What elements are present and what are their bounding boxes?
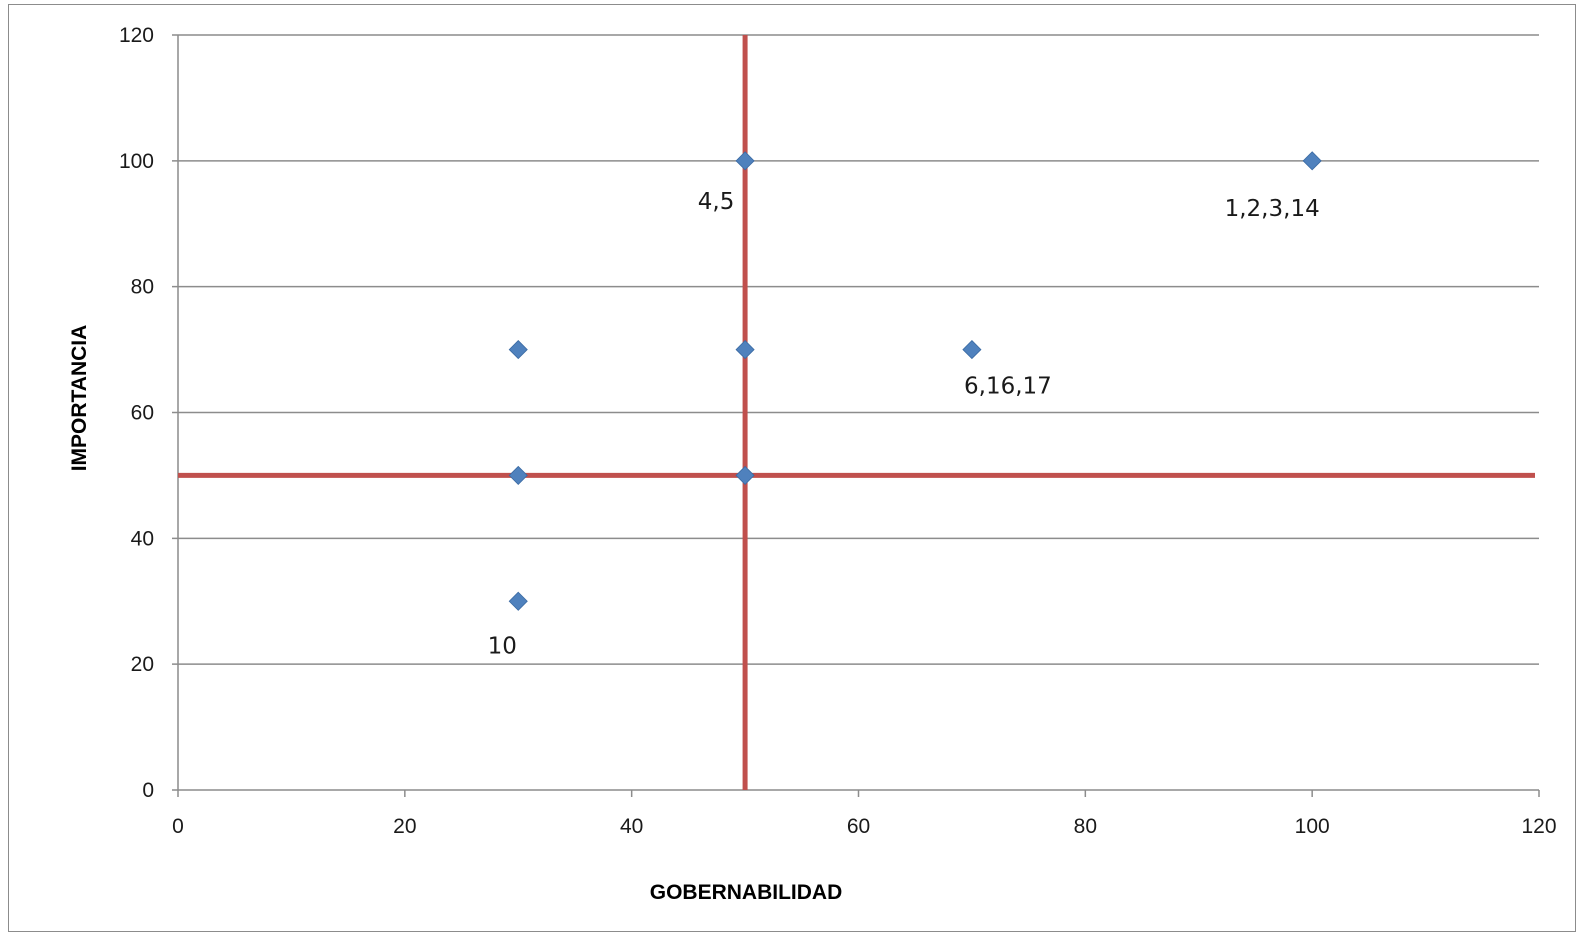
point-label: 1,2,3,14 — [1225, 196, 1320, 222]
y-tick-label-0: 0 — [142, 779, 154, 802]
y-tick-labels: 0 20 40 60 80 100 120 — [119, 24, 154, 802]
data-point — [735, 340, 755, 360]
point-label: 4,5 — [698, 189, 735, 215]
gridlines — [172, 34, 1539, 665]
x-tick-label-20: 20 — [393, 815, 416, 838]
point-label: 6,16,17 — [964, 374, 1052, 400]
data-point — [508, 340, 528, 360]
x-tick-label-100: 100 — [1295, 815, 1330, 838]
y-tick-label-20: 20 — [131, 653, 154, 676]
data-point — [735, 151, 755, 171]
y-axis-title: IMPORTANCIA — [68, 325, 91, 472]
x-tick-label-60: 60 — [847, 815, 870, 838]
x-tick-label-80: 80 — [1074, 815, 1097, 838]
x-tick-label-120: 120 — [1521, 815, 1556, 838]
axes — [172, 35, 1540, 797]
data-point — [962, 340, 982, 360]
data-points — [508, 151, 1322, 611]
data-point — [735, 465, 755, 485]
data-point — [508, 591, 528, 611]
y-tick-label-60: 60 — [131, 402, 154, 425]
y-tick-label-120: 120 — [119, 24, 154, 47]
data-point — [1302, 151, 1322, 171]
data-point — [508, 465, 528, 485]
point-labels: 4,5 1,2,3,14 6,16,17 10 — [488, 189, 1320, 659]
x-axis-title: GOBERNABILIDAD — [650, 881, 843, 904]
x-tick-labels: 0 20 40 60 80 100 120 — [172, 815, 1556, 838]
y-tick-label-80: 80 — [131, 276, 154, 299]
x-tick-label-0: 0 — [172, 815, 184, 838]
y-tick-label-40: 40 — [131, 527, 154, 550]
y-tick-label-100: 100 — [119, 150, 154, 173]
x-tick-label-40: 40 — [620, 815, 643, 838]
point-label: 10 — [488, 633, 517, 659]
